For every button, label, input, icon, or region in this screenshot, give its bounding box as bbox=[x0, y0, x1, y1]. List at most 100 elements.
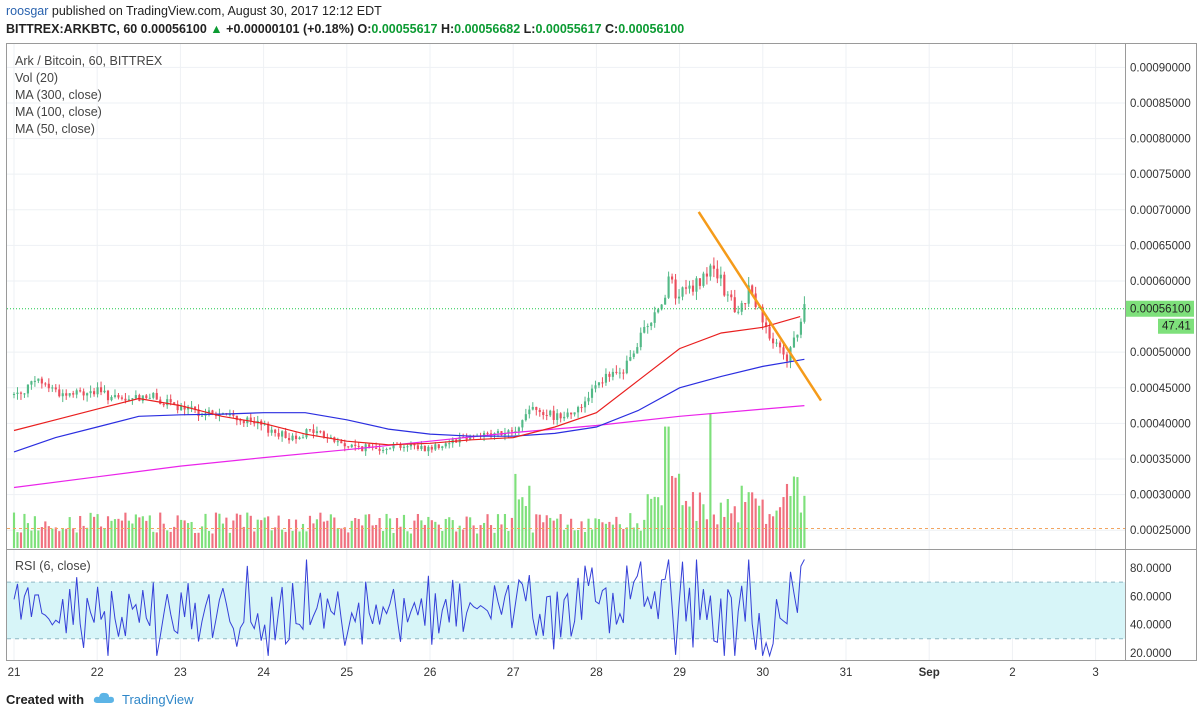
candle-body bbox=[531, 406, 534, 410]
price-tick-label: 0.00085000 bbox=[1130, 98, 1191, 110]
candle-body bbox=[538, 409, 541, 413]
candle-body bbox=[803, 304, 806, 322]
volume-bar bbox=[180, 519, 183, 548]
candle-body bbox=[430, 446, 433, 450]
candle-body bbox=[368, 444, 371, 447]
price-change: +0.00000101 (+0.18%) bbox=[226, 22, 355, 36]
volume-bar bbox=[37, 530, 40, 548]
candle-body bbox=[726, 294, 729, 296]
volume-bar bbox=[343, 527, 346, 548]
high-label: H: bbox=[440, 22, 455, 36]
candle-body bbox=[705, 273, 708, 277]
candle-body bbox=[688, 285, 691, 289]
candle-body bbox=[211, 410, 214, 414]
rsi-line bbox=[13, 559, 805, 658]
volume-bar bbox=[173, 526, 176, 548]
volume-bar bbox=[601, 522, 604, 548]
volume-bar bbox=[75, 532, 78, 548]
x-tick-label: 21 bbox=[8, 667, 21, 679]
candle-body bbox=[709, 265, 712, 277]
volume-bar bbox=[399, 526, 402, 548]
volume-bar bbox=[120, 520, 124, 548]
candle-body bbox=[277, 432, 280, 437]
volume-bar bbox=[681, 505, 684, 548]
volume-bar bbox=[124, 512, 127, 548]
volume-bar bbox=[650, 498, 653, 548]
candle-body bbox=[113, 395, 117, 397]
candle-body bbox=[37, 378, 40, 381]
volume-bar bbox=[193, 532, 197, 548]
candle-body bbox=[239, 420, 242, 422]
candle-body bbox=[615, 371, 618, 373]
volume-bar bbox=[660, 505, 663, 548]
candle-body bbox=[103, 390, 106, 393]
volume-bar bbox=[155, 532, 158, 548]
volume-bar bbox=[719, 502, 722, 548]
volume-bar bbox=[364, 514, 367, 548]
volume-bar bbox=[761, 499, 764, 548]
volume-bar bbox=[207, 530, 211, 548]
candle-body bbox=[75, 390, 78, 395]
candle-body bbox=[399, 444, 402, 448]
candle-body bbox=[695, 278, 698, 292]
candle-body bbox=[30, 381, 33, 385]
volume-bar bbox=[298, 531, 301, 548]
volume-bar bbox=[427, 516, 430, 548]
volume-bar bbox=[503, 513, 507, 548]
candle-body bbox=[253, 421, 256, 424]
candle-body bbox=[671, 276, 674, 280]
legend-ma100: MA (100, close) bbox=[15, 105, 102, 119]
volume-bar bbox=[256, 519, 259, 548]
ma100-line bbox=[13, 358, 805, 453]
candle-body bbox=[33, 380, 36, 382]
candle-body bbox=[677, 296, 681, 299]
candle-body bbox=[249, 417, 252, 422]
candle-body bbox=[604, 373, 608, 383]
candle-body bbox=[378, 448, 381, 451]
volume-bar bbox=[653, 496, 656, 548]
volume-bar bbox=[691, 492, 695, 548]
candle-body bbox=[336, 441, 339, 443]
candle-body bbox=[716, 268, 719, 279]
volume-bar bbox=[291, 530, 294, 548]
x-tick-label: 23 bbox=[174, 667, 187, 679]
volume-bar bbox=[667, 426, 670, 548]
candle-body bbox=[723, 274, 726, 296]
volume-bar bbox=[448, 517, 451, 548]
volume-bar bbox=[409, 533, 413, 548]
high-value: 0.00056682 bbox=[454, 22, 521, 36]
close-label: C: bbox=[605, 22, 619, 36]
candle-body bbox=[761, 306, 764, 323]
candle-body bbox=[618, 372, 621, 374]
volume-bar bbox=[695, 520, 698, 548]
candle-body bbox=[99, 387, 103, 393]
candle-body bbox=[691, 285, 695, 292]
volume-bar bbox=[580, 521, 583, 548]
volume-bar bbox=[117, 518, 120, 548]
tradingview-cloud-icon bbox=[92, 691, 116, 708]
tradingview-brand[interactable]: TradingView bbox=[122, 692, 194, 707]
volume-bar bbox=[552, 520, 555, 548]
volume-bar bbox=[33, 516, 36, 548]
volume-bar bbox=[51, 528, 54, 548]
volume-bar bbox=[284, 531, 287, 548]
volume-bar bbox=[82, 525, 85, 548]
candle-body bbox=[782, 347, 785, 355]
price-tick-label: 0.00075000 bbox=[1130, 169, 1191, 181]
candle-body bbox=[792, 337, 796, 348]
volume-bar bbox=[402, 514, 406, 548]
candle-body bbox=[190, 406, 193, 408]
candle-body bbox=[785, 354, 789, 362]
price-axis-frame[interactable] bbox=[1125, 43, 1197, 661]
volume-bar bbox=[531, 532, 534, 548]
price-tick-label: 0.00080000 bbox=[1130, 134, 1191, 146]
candle-body bbox=[375, 447, 378, 449]
volume-bar bbox=[611, 524, 614, 548]
candle-body bbox=[354, 444, 357, 446]
candle-body bbox=[166, 399, 169, 406]
author-link[interactable]: roosgar bbox=[6, 4, 49, 18]
candle-body bbox=[629, 357, 632, 361]
volume-bar bbox=[434, 521, 437, 548]
x-tick-label: 24 bbox=[257, 667, 270, 679]
